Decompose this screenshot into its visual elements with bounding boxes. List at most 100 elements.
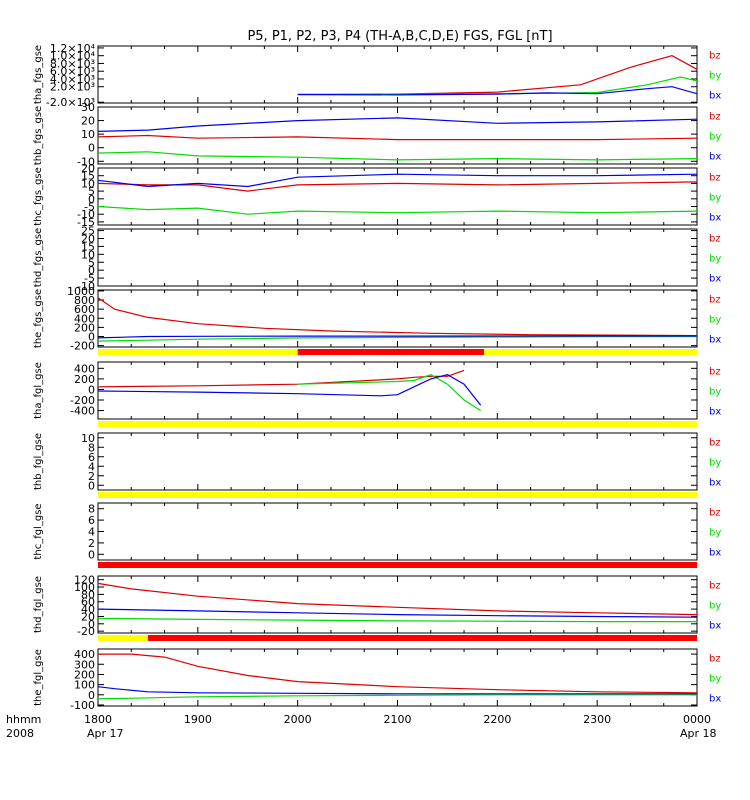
y-tick-label: 0 xyxy=(88,479,95,492)
y-tick-label: 5 xyxy=(88,185,95,198)
y-tick-label: 300 xyxy=(74,658,95,671)
y-tick-label: 10 xyxy=(81,128,95,141)
x-tick-label: 1800 xyxy=(84,713,112,726)
series-bx xyxy=(97,608,698,618)
y-tick-label: -15 xyxy=(77,216,95,229)
legend-by: by xyxy=(709,132,721,143)
panel-frame xyxy=(97,289,698,348)
y-tick-label: 200 xyxy=(74,321,95,334)
panel-frame xyxy=(97,361,698,420)
y-tick-label: 1.2×10⁴ xyxy=(50,42,96,55)
time-label: hhmm xyxy=(6,713,41,726)
year-label: 2008 xyxy=(6,727,34,740)
panel-0: -2.0×10³ 2.0×10³4.0×10³6.0×10³8.0×10³1.0×… xyxy=(33,42,721,109)
y-tick-label: 6.0×10³ xyxy=(50,65,95,78)
y-axis-label: the_fgs_gse xyxy=(33,289,44,348)
series-by xyxy=(97,617,697,623)
flag-segment xyxy=(98,349,298,355)
y-tick-label: -100 xyxy=(70,699,95,712)
y-tick-label: -10 xyxy=(77,155,95,168)
y-tick-label: 6 xyxy=(88,514,95,527)
y-tick-label: 8.0×10³ xyxy=(50,57,95,70)
legend-bx: bx xyxy=(709,694,721,705)
y-tick-label: 20 xyxy=(81,610,95,623)
y-axis-label: the_fgl_gse xyxy=(33,649,44,706)
series-bx xyxy=(97,117,698,132)
y-tick-label: 6 xyxy=(88,451,95,464)
y-tick-label: 2.0×10³ xyxy=(50,81,95,94)
x-tick-label: 2100 xyxy=(384,713,412,726)
panel-frame xyxy=(97,167,698,226)
date-left: Apr 17 xyxy=(87,727,124,740)
flag-segment xyxy=(98,421,697,427)
y-axis-label: tha_fgl_gse xyxy=(33,362,44,419)
y-tick-label: 10 xyxy=(81,248,95,261)
y-tick-label: 600 xyxy=(74,303,95,316)
y-tick-label: 400 xyxy=(74,362,95,375)
y-tick-label: 400 xyxy=(74,312,95,325)
series-bx xyxy=(97,686,697,695)
y-tick-label: 200 xyxy=(74,373,95,386)
panel-frame xyxy=(97,502,698,561)
y-tick-label: 15 xyxy=(81,240,95,253)
legend-bz: bz xyxy=(709,112,721,123)
y-tick-label: 8 xyxy=(88,441,95,454)
series-bx xyxy=(297,86,698,96)
y-tick-label: -10 xyxy=(77,280,95,293)
panels: -2.0×10³ 2.0×10³4.0×10³6.0×10³8.0×10³1.0×… xyxy=(33,42,721,712)
y-tick-label: 2 xyxy=(88,470,95,483)
panel-frame xyxy=(97,575,698,634)
series-bz xyxy=(97,297,698,337)
legend-by: by xyxy=(709,254,721,265)
x-axis: hhmm 2008 Apr 17 Apr 18 1800 1900 2000 2100… xyxy=(6,713,717,740)
flag-bars xyxy=(98,349,697,641)
series-bz xyxy=(97,181,698,192)
y-tick-label: -10 xyxy=(77,208,95,221)
series-bz xyxy=(297,55,698,96)
legend-by: by xyxy=(709,71,721,82)
y-tick-label: 0 xyxy=(88,193,95,206)
y-tick-label: 2 xyxy=(88,537,95,550)
panel-frame xyxy=(97,432,698,491)
series-by xyxy=(97,694,697,700)
legend-bz: bz xyxy=(709,508,721,519)
legend-bx: bx xyxy=(709,407,721,418)
legend-by: by xyxy=(709,315,721,326)
flag-segment xyxy=(98,492,697,498)
y-tick-label: 0 xyxy=(88,264,95,277)
y-tick-label: -5 xyxy=(84,272,95,285)
flag-segment xyxy=(98,635,148,641)
series-bx xyxy=(97,173,698,188)
y-tick-label: 800 xyxy=(74,294,95,307)
y-tick-label: 100 xyxy=(74,581,95,594)
y-tick-label: 0 xyxy=(88,548,95,561)
legend-by: by xyxy=(709,674,721,685)
series-by xyxy=(97,205,698,215)
y-axis-label: thd_fgl_gse xyxy=(33,576,44,633)
series-bz xyxy=(97,369,465,388)
y-tick-label: 1.0×10⁴ xyxy=(50,50,96,63)
y-tick-label: 1000 xyxy=(67,285,95,298)
series-bz xyxy=(97,134,698,141)
legend-bx: bx xyxy=(709,213,721,224)
flag-segment xyxy=(484,349,697,355)
legend-bz: bz xyxy=(709,581,721,592)
y-axis-label: thc_fgs_gse xyxy=(33,167,44,226)
y-tick-label: 40 xyxy=(81,603,95,616)
x-tick-label: 1900 xyxy=(184,713,212,726)
legend-bz: bz xyxy=(709,234,721,245)
legend-bx: bx xyxy=(709,91,721,102)
series-bz xyxy=(98,653,698,694)
y-tick-label: 5 xyxy=(88,256,95,269)
y-tick-label: 120 xyxy=(74,574,95,587)
x-tick-label: 2000 xyxy=(284,713,312,726)
y-axis-label: thb_fgl_gse xyxy=(33,433,44,490)
chart-title: P5, P1, P2, P3, P4 (TH-A,B,C,D,E) FGS, F… xyxy=(247,29,552,44)
y-tick-label: 200 xyxy=(74,668,95,681)
y-tick-label: 10 xyxy=(81,177,95,190)
legend-bx: bx xyxy=(709,621,721,632)
series-bx xyxy=(97,374,482,406)
